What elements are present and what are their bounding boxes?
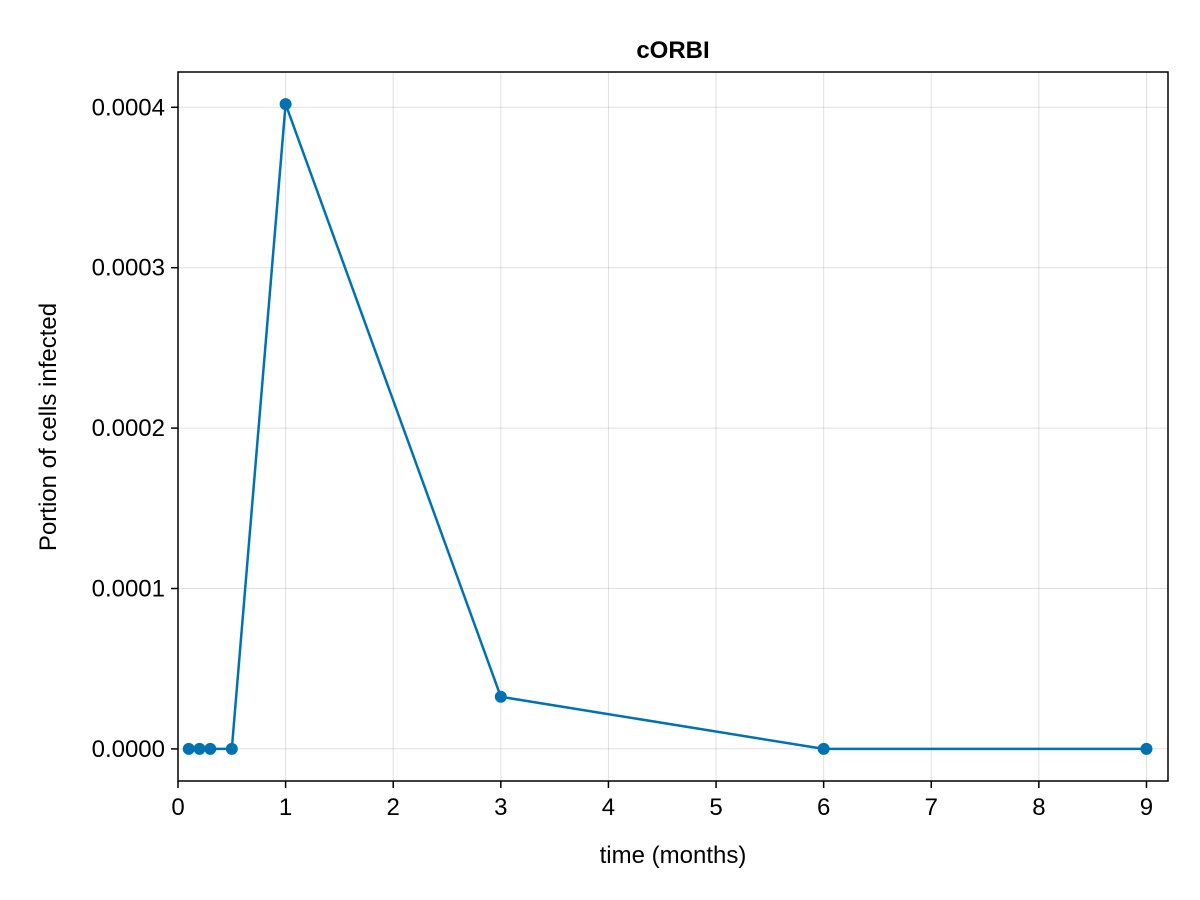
data-point bbox=[279, 98, 292, 111]
x-tick-labels: 0 1 2 3 4 5 6 7 8 9 bbox=[171, 794, 1153, 821]
x-tick-label: 2 bbox=[387, 794, 400, 821]
data-series bbox=[182, 98, 1153, 755]
x-tick-label: 9 bbox=[1140, 794, 1153, 821]
axes bbox=[171, 71, 1169, 788]
x-tick-label: 8 bbox=[1032, 794, 1045, 821]
x-axis-title: time (months) bbox=[600, 842, 747, 869]
data-point bbox=[204, 742, 217, 755]
x-tick-label: 3 bbox=[494, 794, 507, 821]
data-point bbox=[225, 742, 238, 755]
y-tick-label: 0.0004 bbox=[92, 94, 165, 121]
y-tick-labels: 0.0000 0.0001 0.0002 0.0003 0.0004 bbox=[92, 94, 165, 763]
chart-title: cORBI bbox=[636, 37, 709, 64]
grid-lines bbox=[177, 72, 1168, 781]
x-tick-label: 4 bbox=[602, 794, 615, 821]
data-point bbox=[193, 742, 206, 755]
y-tick-label: 0.0003 bbox=[92, 255, 165, 282]
x-tick-label: 7 bbox=[925, 794, 938, 821]
x-tick-label: 0 bbox=[171, 794, 184, 821]
data-point bbox=[494, 690, 507, 703]
data-point bbox=[182, 742, 195, 755]
data-point bbox=[1140, 742, 1153, 755]
x-tick-label: 1 bbox=[279, 794, 292, 821]
y-axis-title: Portion of cells infected bbox=[35, 303, 62, 551]
x-tick-label: 6 bbox=[817, 794, 830, 821]
data-point bbox=[817, 742, 830, 755]
y-tick-label: 0.0002 bbox=[92, 415, 165, 442]
series-line bbox=[188, 102, 1147, 751]
y-tick-label: 0.0001 bbox=[92, 576, 165, 603]
y-tick-label: 0.0000 bbox=[92, 736, 165, 763]
x-tick-label: 5 bbox=[709, 794, 722, 821]
plot-frame bbox=[177, 71, 1169, 782]
